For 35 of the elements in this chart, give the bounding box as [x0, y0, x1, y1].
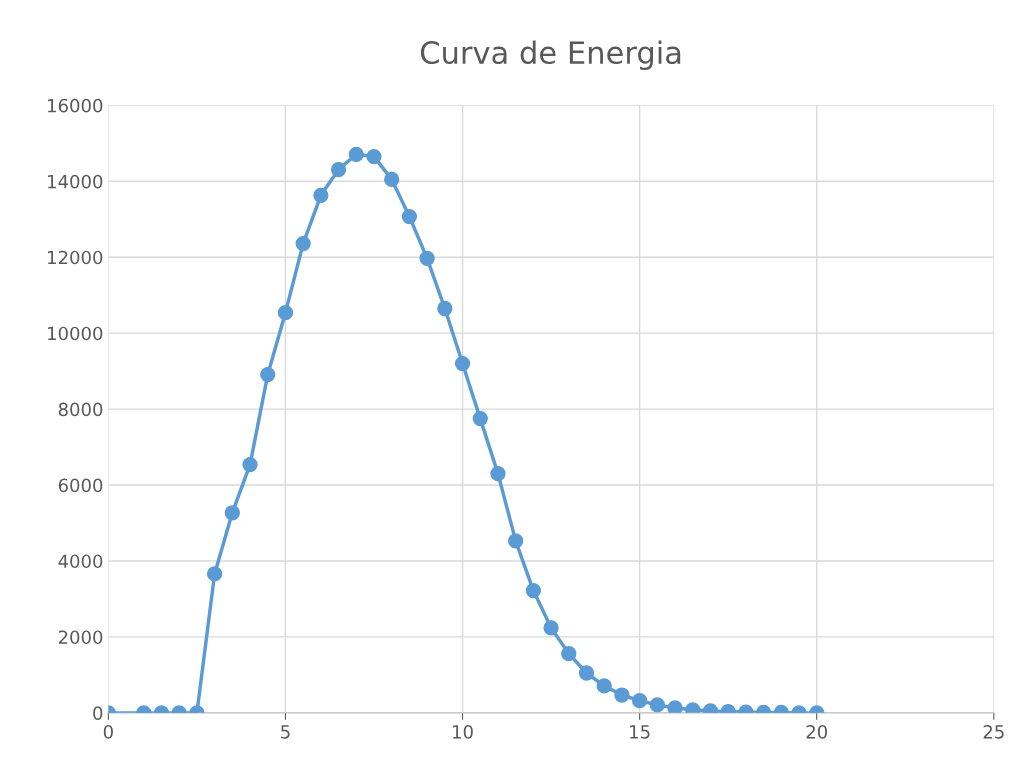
y-tick-label: 2000: [58, 630, 103, 645]
point: [667, 700, 683, 713]
point: [419, 250, 435, 267]
point: [348, 146, 364, 162]
point: [295, 235, 311, 252]
y-tick-label: 14000: [48, 174, 103, 189]
x-tick-label: 0: [103, 724, 113, 739]
point: [508, 533, 524, 549]
y-tick-label: 10000: [48, 326, 103, 341]
point: [525, 582, 542, 599]
y-tick-label: 0: [93, 706, 103, 720]
y-tick-label: 6000: [58, 478, 103, 493]
point: [260, 366, 276, 383]
y-tick-label: 12000: [48, 250, 103, 265]
point: [366, 148, 382, 165]
point: [454, 355, 471, 372]
y-tick-label: 16000: [48, 98, 103, 113]
x-tick-label: 25: [983, 724, 1004, 739]
point: [490, 466, 506, 482]
y-tick-label: 4000: [58, 554, 103, 569]
point: [401, 208, 418, 225]
x-tick-label: 5: [281, 725, 290, 739]
x-tick-label: 20: [806, 724, 828, 739]
point: [277, 305, 294, 321]
point: [472, 410, 488, 427]
x-tick-label: 10: [453, 724, 473, 739]
point: [437, 300, 453, 317]
point: [384, 171, 400, 188]
point: [330, 161, 347, 178]
point: [242, 456, 258, 473]
y-tick-label: 8000: [58, 402, 103, 417]
chart-title: Curva de Energia: [420, 40, 681, 71]
point: [224, 505, 240, 521]
point: [313, 187, 329, 203]
x-tick-label: 15: [630, 725, 650, 739]
